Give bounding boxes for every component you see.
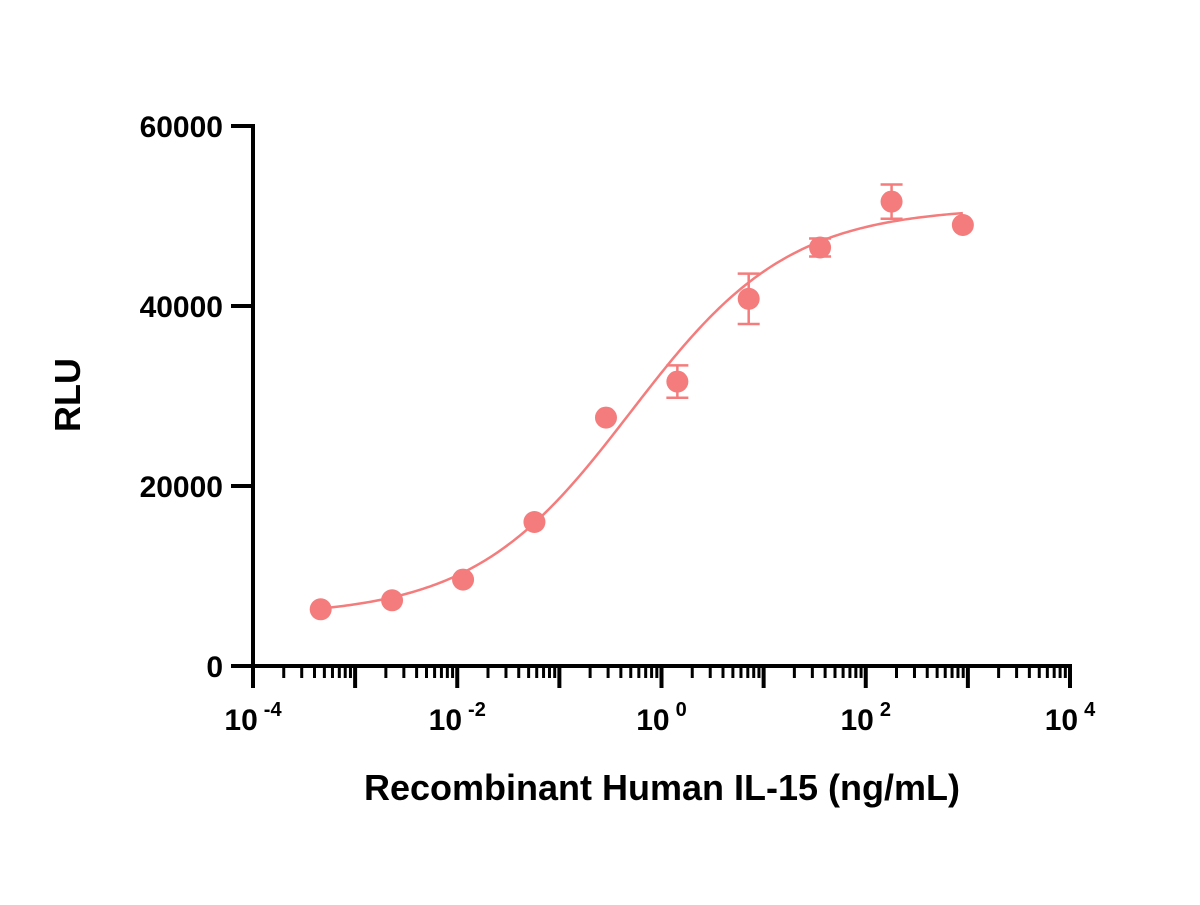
data-point [737,287,760,310]
data-point [452,568,475,591]
data-point [594,406,617,429]
x-tick-label: 10 0 [636,699,687,737]
y-tick-label: 20000 [140,471,223,504]
data-point [809,236,832,259]
data-points-group [309,190,974,621]
y-tick-label: 40000 [140,291,223,324]
x-tick-label: 10 2 [841,699,892,737]
y-tick-label: 60000 [140,111,223,144]
x-tick-exponent: -2 [468,699,486,721]
x-tick-exponent: 0 [676,699,687,721]
x-tick-exponent: 4 [1084,699,1096,721]
fit-curve-group [320,211,963,610]
x-tick-label: 10 4 [1045,699,1096,737]
data-point [666,370,689,393]
x-tick-base: 10 [841,704,874,737]
axes-group [231,124,1072,688]
x-tick-base: 10 [636,704,669,737]
data-point [309,598,332,621]
data-point [951,214,974,236]
x-tick-exponent: -4 [264,699,283,721]
y-tick-label: 0 [206,651,223,684]
fit-curve-line [320,211,963,610]
x-tick-base: 10 [1045,704,1078,737]
y-axis-title: RLU [47,358,88,432]
x-tick-base: 10 [429,704,462,737]
x-tick-base: 10 [224,704,257,737]
x-axis-title: Recombinant Human IL-15 (ng/mL) [364,767,960,808]
x-tick-label: 10 -4 [224,699,282,737]
x-tick-exponent: 2 [880,699,891,721]
error-bars-group [666,183,903,400]
data-point [523,511,546,533]
data-point [381,589,404,612]
data-point [880,190,903,213]
x-tick-label: 10 -2 [429,699,486,737]
